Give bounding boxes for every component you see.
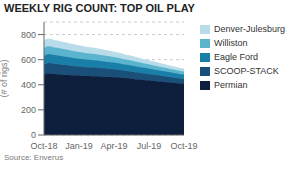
- html-text:Source: Enverus: Source: Enverus: [4, 153, 64, 162]
- svg-text:800: 800: [21, 30, 36, 40]
- html-text:WEEKLY RIG COUNT: TOP OIL PLAY: WEEKLY RIG COUNT: TOP OIL PLAY: [4, 2, 195, 14]
- html-text:Williston: Williston: [214, 38, 248, 48]
- html-text:Permian: Permian: [214, 80, 248, 90]
- svg-text:(# of rigs): (# of rigs): [8, 59, 9, 97]
- html-text:SCOOP-STACK: SCOOP-STACK: [214, 66, 279, 76]
- svg-text:600: 600: [21, 55, 36, 65]
- svg-text:200: 200: [21, 105, 36, 115]
- svg-text:0: 0: [31, 130, 36, 140]
- html-text:Denver-Julesburg: Denver-Julesburg: [214, 24, 285, 34]
- svg-text:Jan-19: Jan-19: [65, 141, 93, 151]
- svg-text:Oct-18: Oct-18: [30, 141, 57, 151]
- svg-text:Apr-19: Apr-19: [100, 141, 127, 151]
- svg-text:Jul-19: Jul-19: [137, 141, 162, 151]
- html-text:Eagle Ford: Eagle Ford: [214, 52, 258, 62]
- svg-text:Oct-19: Oct-19: [170, 141, 197, 151]
- svg-text:400: 400: [21, 80, 36, 90]
